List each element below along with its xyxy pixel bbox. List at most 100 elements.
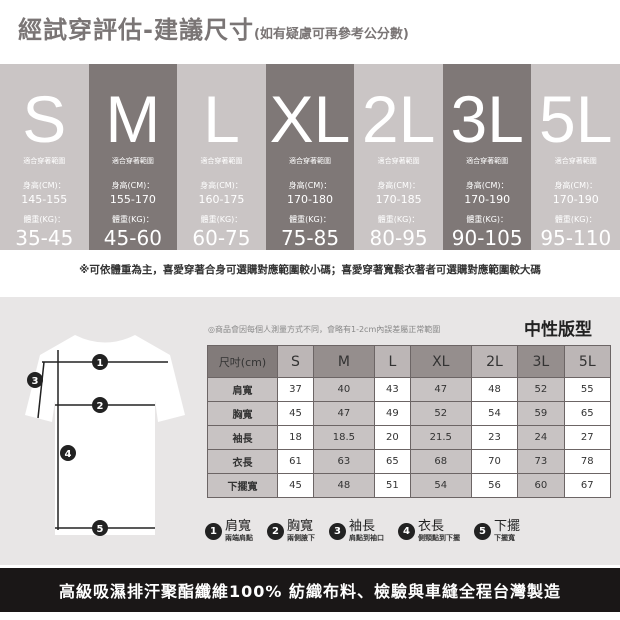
size-weight-label: 體重(KG)： xyxy=(289,215,331,224)
table-cell: 45 xyxy=(277,473,314,498)
size-column-3L: 3L 適合穿著範圍 身高(CM)： 170-190 體重(KG)： 90-105 xyxy=(442,64,532,250)
size-height: 160-175 xyxy=(198,193,245,206)
legend-name: 肩寬 xyxy=(225,519,252,534)
table-cell: 47 xyxy=(312,401,375,426)
material-banner: 高級吸濕排汗聚酯纖維100% 紡織布料、檢驗與車縫全程台灣製造 xyxy=(0,568,620,612)
table-row: 袖長 18 18.5 20 21.5 23 24 27 xyxy=(207,425,612,450)
size-weight-label: 體重(KG)： xyxy=(466,215,509,224)
size-height-label: 身高(CM)： xyxy=(554,181,598,190)
table-row: 衣長 61 63 65 68 70 73 78 xyxy=(207,449,612,474)
table-cell: 54 xyxy=(470,401,519,426)
row-label: 袖長 xyxy=(207,425,278,450)
size-size: L xyxy=(203,82,240,156)
table-cell: 48 xyxy=(312,473,375,498)
column-header: XL xyxy=(409,345,472,378)
table-cell: 55 xyxy=(563,377,612,402)
size-height-label: 身高(CM)： xyxy=(377,181,420,190)
table-cell: 78 xyxy=(563,449,612,474)
size-fit: 適合穿著範圍 xyxy=(466,157,509,165)
number-badge-icon: 4 xyxy=(398,523,415,540)
size-weight: 75-85 xyxy=(280,226,340,250)
size-table: 尺吋(cm) S M L XL 2L 3L 5L 肩寬 37 40 43 47 48 52 55 胸寬 45 47 4… xyxy=(207,345,612,498)
size-weight: 95-110 xyxy=(540,226,612,250)
table-cell: 61 xyxy=(277,449,314,474)
size-height-label: 身高(CM)： xyxy=(200,181,243,190)
size-weight-label: 體重(KG)： xyxy=(377,215,420,224)
size-height: 170-190 xyxy=(464,193,511,206)
table-cell: 60 xyxy=(517,473,565,498)
table-cell: 18 xyxy=(277,425,314,450)
size-size: 3L xyxy=(450,82,524,156)
size-weight: 60-75 xyxy=(192,226,251,250)
legend-name: 袖長 xyxy=(349,519,376,534)
size-weight-label: 體重(KG)： xyxy=(554,215,597,224)
table-row: 下擺寬 45 48 51 54 56 60 67 xyxy=(207,473,612,498)
table-cell: 56 xyxy=(470,473,519,498)
size-fit: 適合穿著範圍 xyxy=(554,157,597,165)
size-weight: 35-45 xyxy=(15,226,74,250)
table-cell: 65 xyxy=(373,449,411,474)
marker-3: 3 xyxy=(32,376,39,387)
size-height: 170-185 xyxy=(375,193,422,206)
table-cell: 67 xyxy=(563,473,612,498)
table-cell: 73 xyxy=(517,449,565,474)
sizing-note: ※可依體重為主，喜愛穿著合身可選購對應範圍較小碼；喜愛穿著寬鬆衣著者可選購對應範… xyxy=(79,264,541,276)
number-badge-icon: 3 xyxy=(329,523,346,540)
size-column-XL: XL 適合穿著範圍 身高(CM)： 170-180 體重(KG)： 75-85 xyxy=(265,64,355,250)
table-cell: 49 xyxy=(373,401,411,426)
table-row: 胸寬 45 47 49 52 54 59 65 xyxy=(207,401,612,426)
column-header: 3L xyxy=(517,345,565,378)
table-cell: 47 xyxy=(409,377,472,402)
table-cell: 65 xyxy=(563,401,612,426)
marker-5: 5 xyxy=(97,524,104,535)
size-height: 170-190 xyxy=(552,193,599,206)
number-badge-icon: 1 xyxy=(205,523,222,540)
row-label: 胸寬 xyxy=(207,401,278,426)
size-height: 145-155 xyxy=(21,193,68,206)
legend-desc: 兩端肩點 xyxy=(225,534,253,542)
table-cell: 24 xyxy=(517,425,565,450)
size-size: 2L xyxy=(361,82,436,156)
column-header: 5L xyxy=(563,345,612,378)
table-cell: 20 xyxy=(373,425,411,450)
table-cell: 68 xyxy=(409,449,472,474)
table-cell: 52 xyxy=(409,401,472,426)
size-size: XL xyxy=(269,82,351,156)
table-cell: 54 xyxy=(409,473,472,498)
size-weight-label: 體重(KG)： xyxy=(23,215,66,224)
legend-name: 衣長 xyxy=(418,519,445,534)
size-height: 170-180 xyxy=(287,193,333,206)
legend-item: 1 肩寬 兩端肩點 xyxy=(205,520,253,543)
table-cell: 37 xyxy=(277,377,314,402)
row-label: 衣長 xyxy=(207,449,278,474)
table-cell: 43 xyxy=(373,377,411,402)
table-cell: 21.5 xyxy=(409,425,472,450)
size-column-L: L 適合穿著範圍 身高(CM)： 160-175 體重(KG)： 60-75 xyxy=(177,64,266,250)
column-header: S xyxy=(277,345,314,378)
table-cell: 23 xyxy=(470,425,519,450)
table-cell: 27 xyxy=(563,425,612,450)
tshirt-diagram: 1 2 3 4 5 xyxy=(25,335,185,536)
marker-1: 1 xyxy=(97,358,104,369)
size-weight: 90-105 xyxy=(451,226,523,250)
table-cell: 59 xyxy=(517,401,565,426)
number-badge-icon: 2 xyxy=(267,523,284,540)
size-column-S: S 適合穿著範圍 身高(CM)： 145-155 體重(KG)： 35-45 xyxy=(0,64,89,250)
size-weight: 45-60 xyxy=(103,226,162,250)
row-label: 肩寬 xyxy=(207,377,278,402)
size-height-label: 身高(CM)： xyxy=(288,181,332,190)
table-cell: 52 xyxy=(517,377,565,402)
size-fit: 適合穿著範圍 xyxy=(289,157,332,165)
table-cell: 40 xyxy=(312,377,375,402)
title-main: 經試穿評估-建議尺寸 xyxy=(18,16,254,44)
table-cell: 70 xyxy=(470,449,519,474)
legend-item: 4 衣長 側頸點到下擺 xyxy=(398,520,460,543)
size-height-label: 身高(CM)： xyxy=(111,181,155,190)
size-fit: 適合穿著範圍 xyxy=(200,157,243,165)
measurement-disclaimer: ◎商品會因每個人測量方式不同，會略有1-2cm內誤差屬正常範圍 xyxy=(208,325,441,334)
column-header: 2L xyxy=(470,345,519,378)
legend-name: 胸寬 xyxy=(287,519,314,534)
size-weight-label: 體重(KG)： xyxy=(112,215,154,224)
legend-item: 5 下擺 下擺寬 xyxy=(474,520,520,543)
size-size: 5L xyxy=(539,82,613,156)
